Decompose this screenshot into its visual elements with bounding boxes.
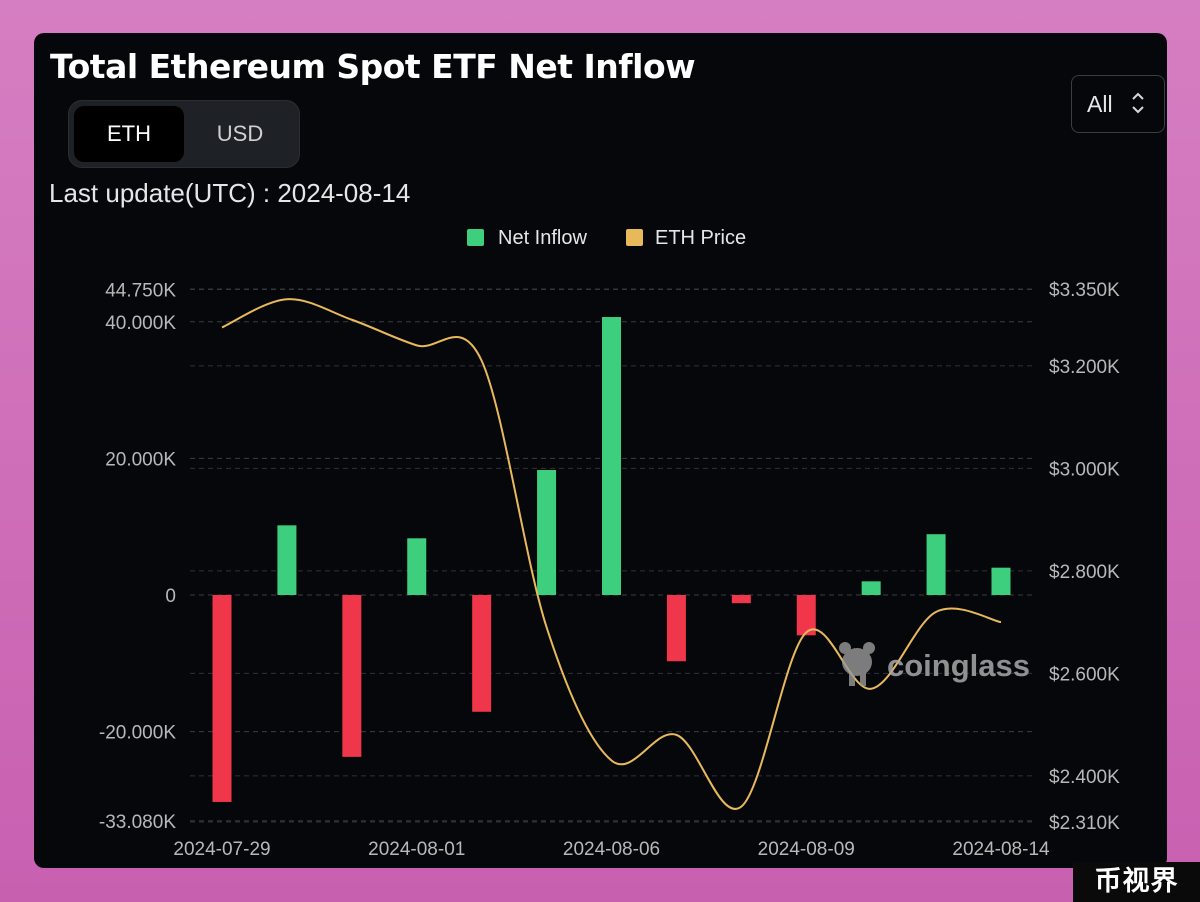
- chevron-up-down-icon: [1132, 92, 1144, 114]
- x-tick-label: 2024-07-29: [173, 839, 270, 860]
- x-tick-label: 2024-08-01: [368, 839, 465, 860]
- legend-swatch-net-inflow: [467, 229, 484, 246]
- net-inflow-bar: [212, 595, 232, 802]
- y-right-tick-label: $2.310K: [1049, 813, 1120, 834]
- net-inflow-bar: [342, 595, 362, 757]
- last-update-text: Last update(UTC) : 2024-08-14: [49, 178, 411, 208]
- coinglass-watermark-text: coinglass: [887, 648, 1030, 683]
- y-left-tick-label: -33.080K: [99, 812, 176, 833]
- y-left-tick-label: 0: [165, 586, 176, 607]
- x-tick-label: 2024-08-14: [952, 839, 1050, 860]
- toggle-usd-option[interactable]: USD: [216, 121, 264, 146]
- y-left-tick-label: 40.000K: [105, 313, 176, 334]
- legend-label-net-inflow: Net Inflow: [498, 227, 587, 249]
- net-inflow-bar: [666, 595, 686, 662]
- y-left-tick-label: 44.750K: [105, 280, 176, 301]
- y-left-tick-label: -20.000K: [99, 723, 176, 744]
- y-right-tick-label: $2.800K: [1049, 562, 1120, 583]
- chart-title: Total Ethereum Spot ETF Net Inflow: [50, 47, 696, 86]
- x-tick-label: 2024-08-06: [563, 839, 660, 860]
- net-inflow-bar: [796, 595, 816, 636]
- coinglass-logo-icon: [839, 642, 875, 686]
- y-right-tick-label: $3.200K: [1049, 357, 1120, 378]
- time-range-value: All: [1087, 91, 1113, 117]
- y-right-tick-label: $2.600K: [1049, 664, 1120, 685]
- legend-swatch-eth-price: [626, 229, 643, 246]
- net-inflow-bar: [602, 317, 621, 595]
- y-right-tick-label: $2.400K: [1049, 767, 1120, 788]
- net-inflow-bar: [731, 595, 751, 604]
- unit-toggle[interactable]: ETH USD: [68, 100, 300, 168]
- net-inflow-bar: [926, 534, 946, 595]
- net-inflow-bar: [277, 525, 297, 595]
- y-right-tick-label: $3.350K: [1049, 280, 1120, 301]
- time-range-select[interactable]: All: [1071, 75, 1165, 133]
- legend-label-eth-price: ETH Price: [655, 227, 746, 249]
- x-tick-label: 2024-08-09: [758, 839, 855, 860]
- net-inflow-bar: [472, 595, 492, 712]
- y-right-tick-label: $3.000K: [1049, 459, 1120, 480]
- net-inflow-bar: [861, 581, 881, 595]
- net-inflow-bar: [407, 538, 427, 595]
- net-inflow-bar: [991, 567, 1011, 595]
- corner-watermark: 币视界: [1073, 862, 1200, 902]
- net-inflow-bar: [537, 470, 557, 595]
- y-left-tick-label: 20.000K: [105, 449, 176, 470]
- toggle-eth-option[interactable]: ETH: [74, 106, 184, 162]
